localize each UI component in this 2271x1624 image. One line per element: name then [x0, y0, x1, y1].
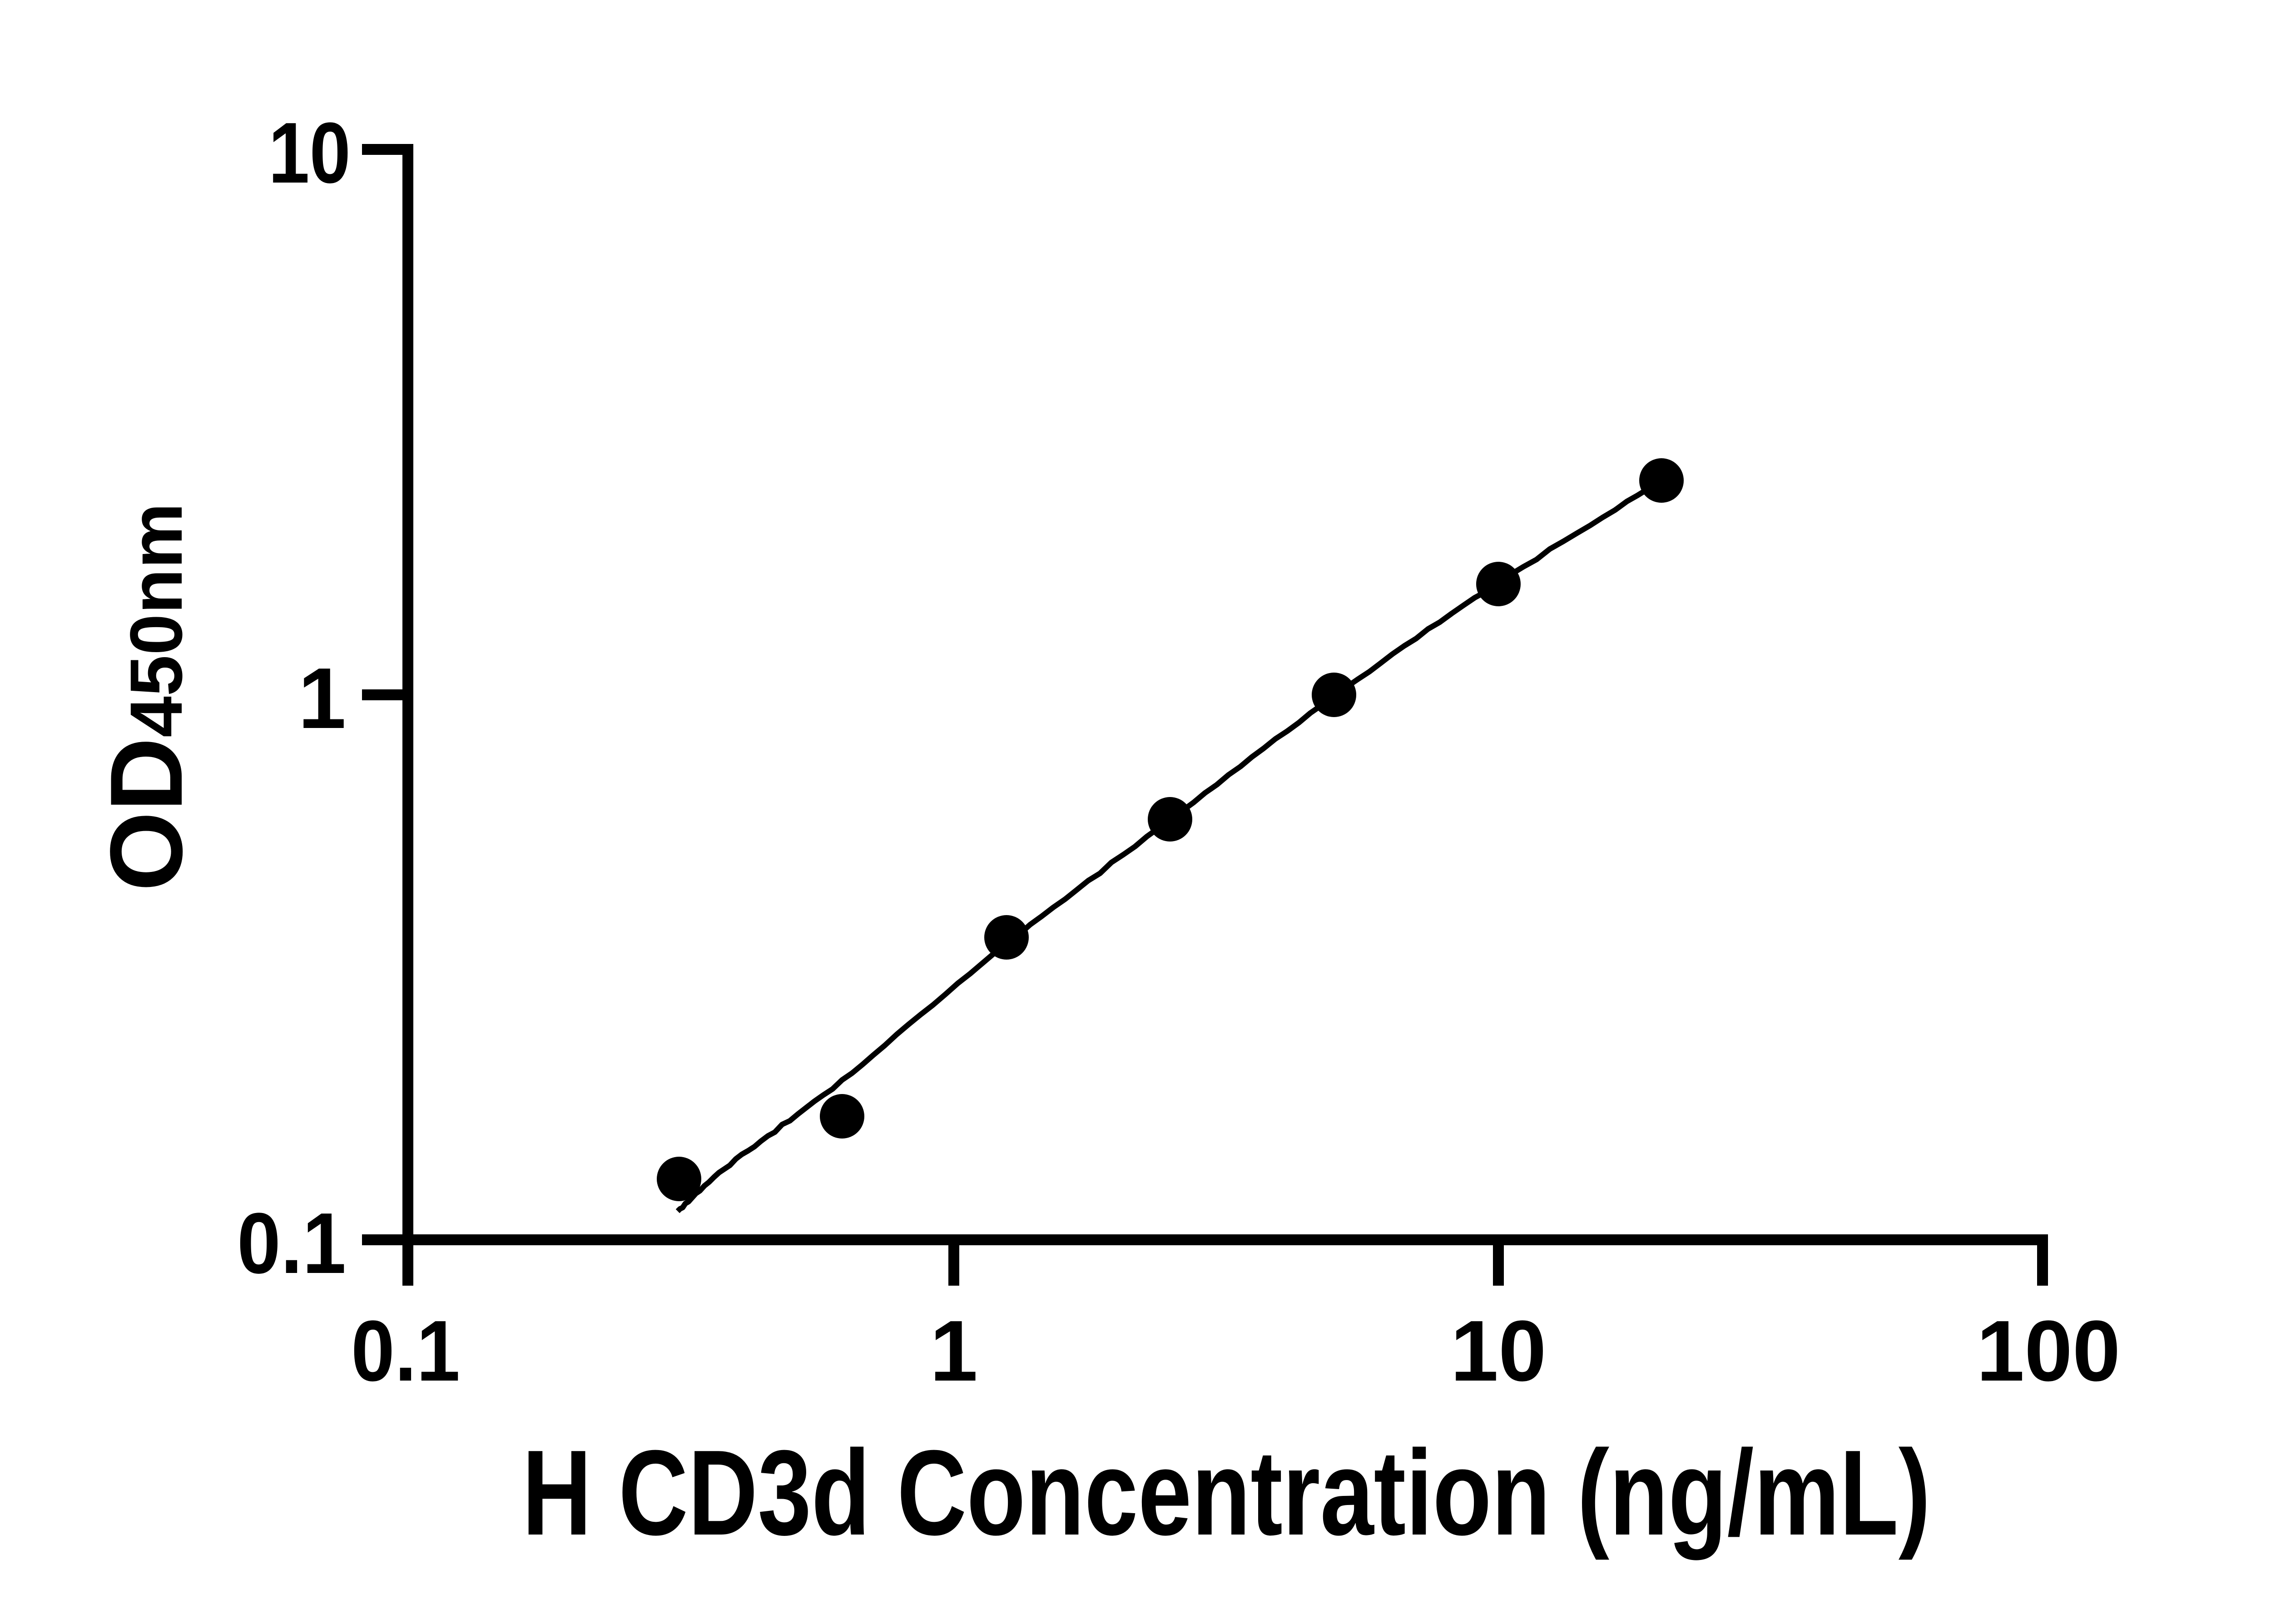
svg-text:0.1: 0.1 [237, 1195, 346, 1292]
svg-text:1: 1 [930, 1303, 978, 1399]
svg-text:0.1: 0.1 [351, 1303, 460, 1399]
svg-text:1: 1 [298, 650, 346, 747]
svg-text:H CD3d Concentration (ng/mL): H CD3d Concentration (ng/mL) [522, 1425, 1931, 1561]
svg-text:OD450nm: OD450nm [89, 503, 203, 891]
svg-text:100: 100 [1976, 1303, 2120, 1399]
svg-text:10: 10 [1450, 1303, 1546, 1399]
svg-text:10: 10 [268, 105, 351, 201]
